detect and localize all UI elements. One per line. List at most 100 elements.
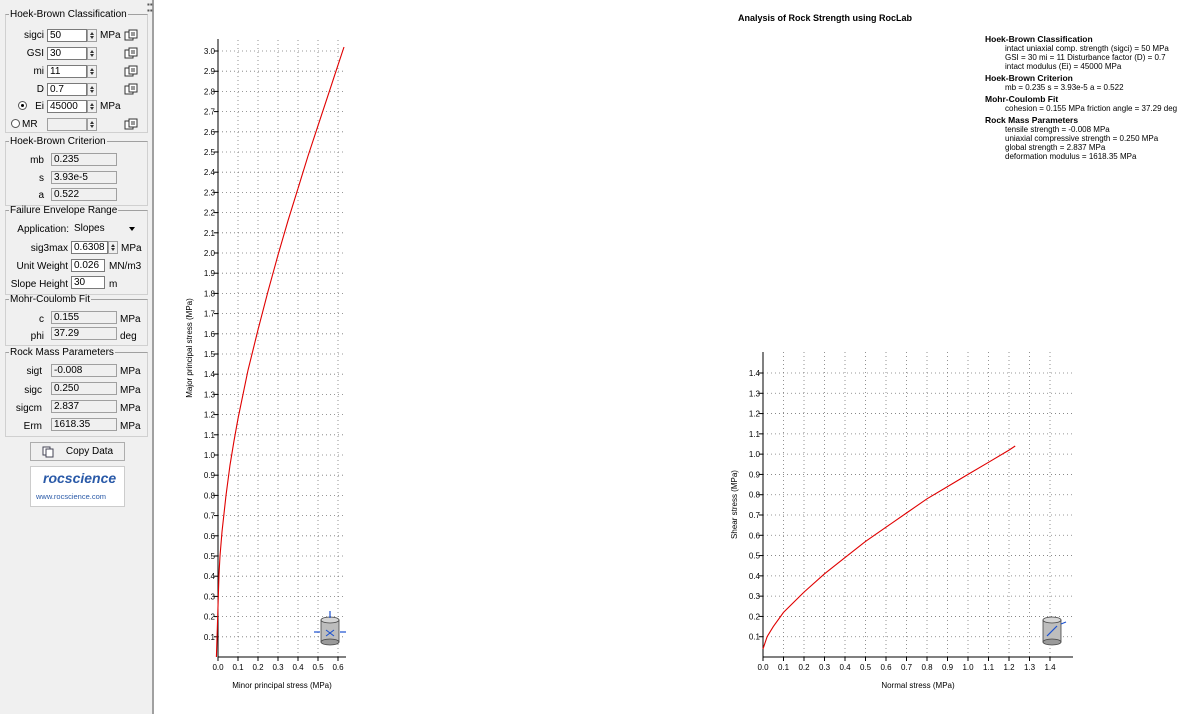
group-title: Failure Envelope Range (10, 205, 118, 216)
unit-weight-field[interactable]: 0.026 (71, 259, 105, 272)
sigcm-value: 2.837 (51, 400, 117, 413)
x-tick-label: 0.5 (312, 663, 324, 672)
y-tick-label: 1.9 (204, 269, 216, 278)
x-tick-label: 1.0 (962, 663, 974, 672)
envelope-line (215, 46, 345, 658)
mr-field[interactable] (47, 118, 87, 131)
ei-field[interactable]: 45000 (47, 100, 87, 113)
y-tick-label: 0.4 (749, 572, 761, 581)
summary-line: tensile strength = -0.008 MPa (1005, 125, 1110, 134)
y-tick-label: 1.8 (204, 289, 216, 298)
summary-line: global strength = 2.837 MPa (1005, 143, 1106, 152)
d-stepper[interactable] (87, 83, 97, 96)
x-tick-label: 0.3 (272, 663, 284, 672)
summary-line: deformation modulus = 1618.35 MPa (1005, 152, 1137, 161)
sigc-label: sigc (24, 385, 42, 396)
summary-line: cohesion = 0.155 MPa friction angle = 37… (1005, 104, 1178, 113)
application-label: Application: (17, 224, 69, 235)
gsi-field[interactable]: 30 (47, 47, 87, 60)
phi-label: phi (30, 331, 44, 342)
application-select[interactable]: Slopes (72, 222, 140, 236)
y-tick-label: 2.0 (204, 249, 216, 258)
mb-label: mb (30, 155, 44, 166)
logo-word: rocscience (43, 470, 116, 486)
y-axis-label: Shear stress (MPa) (730, 470, 739, 539)
mr-label: MR (22, 119, 38, 130)
cylinder-tau-icon (1042, 616, 1067, 646)
sig3max-field[interactable]: 0.6308 (71, 241, 108, 254)
x-tick-label: 0.2 (252, 663, 264, 672)
x-tick-label: 1.3 (1024, 663, 1036, 672)
y-tick-label: 1.1 (204, 431, 216, 440)
report-title: Analysis of Rock Strength using RocLab (738, 13, 913, 23)
c-unit: MPa (120, 314, 141, 325)
y-tick-label: 0.8 (204, 491, 216, 500)
x-tick-label: 1.1 (983, 663, 995, 672)
rock-mass-group: Rock Mass Parameters (5, 347, 148, 437)
d-field[interactable]: 0.7 (47, 83, 87, 96)
mi-label: mi (33, 66, 44, 77)
mr-stepper[interactable] (87, 118, 97, 131)
x-tick-label: 0.7 (901, 663, 913, 672)
y-tick-label: 0.9 (204, 471, 216, 480)
y-tick-label: 0.2 (749, 612, 761, 621)
sigt-unit: MPa (120, 366, 141, 377)
sigci-unit: MPa (100, 30, 121, 41)
summary-line: intact uniaxial comp. strength (sigci) =… (1005, 44, 1169, 53)
a-label: a (38, 190, 44, 201)
x-tick-label: 0.6 (880, 663, 892, 672)
mi-calculator-icon[interactable] (124, 65, 138, 77)
y-tick-label: 0.5 (749, 552, 761, 561)
mr-calculator-icon[interactable] (124, 118, 138, 130)
sigc-unit: MPa (120, 385, 141, 396)
gsi-calculator-icon[interactable] (124, 47, 138, 59)
sigcm-unit: MPa (120, 403, 141, 414)
erm-unit: MPa (120, 421, 141, 432)
sigt-value: -0.008 (51, 364, 117, 377)
x-axis-label: Normal stress (MPa) (881, 681, 955, 690)
left-panel: ▪▪ ▪▪ Hoek-Brown Classification sigci 50 … (0, 0, 154, 714)
rocscience-logo-graphic: rocscience www.rocscience.com (35, 470, 116, 501)
y-tick-label: 0.3 (749, 592, 761, 601)
summary-line: GSI = 30 mi = 11 Disturbance factor (D) … (1005, 53, 1166, 62)
sigci-stepper[interactable] (87, 29, 97, 42)
c-value: 0.155 (51, 311, 117, 324)
d-calculator-icon[interactable] (124, 83, 138, 95)
chart-2: 0.0 0.1 0.2 0.3 0.4 0.5 0.6 0.7 0.8 0.9 1.0 1.1 1.2 1… (730, 352, 1073, 690)
mi-stepper[interactable] (87, 65, 97, 78)
x-tick-label: 0.4 (292, 663, 304, 672)
gsi-stepper[interactable] (87, 47, 97, 60)
x-tick-label: 1.4 (1044, 663, 1056, 672)
gsi-label: GSI (26, 48, 44, 59)
ei-radio[interactable] (18, 101, 27, 110)
mr-radio[interactable] (11, 119, 20, 128)
cylinder-bottom (1042, 638, 1062, 646)
ei-label: Ei (35, 101, 44, 112)
y-tick-label: 2.7 (204, 108, 216, 117)
rocscience-logo[interactable]: rocscience www.rocscience.com (30, 466, 125, 507)
y-tick-label: 0.6 (749, 531, 761, 540)
sig3max-stepper[interactable] (108, 241, 118, 254)
mi-field[interactable]: 11 (47, 65, 87, 78)
s-label: s (39, 173, 44, 184)
copy-data-button[interactable]: Copy Data (30, 442, 125, 461)
slope-height-field[interactable]: 30 (71, 276, 105, 289)
y-tick-label: 0.3 (204, 592, 216, 601)
y-tick-label: 1.4 (204, 370, 216, 379)
copy-icon (42, 446, 54, 457)
y-tick-label: 1.6 (204, 330, 216, 339)
y-tick-label: 2.4 (204, 168, 216, 177)
ei-stepper[interactable] (87, 100, 97, 113)
x-tick-label: 0.2 (798, 663, 810, 672)
x-tick-label: 0.8 (921, 663, 933, 672)
y-tick-label: 0.7 (749, 511, 761, 520)
y-tick-label: 1.2 (749, 410, 761, 419)
x-axis-label: Minor principal stress (MPa) (232, 681, 332, 690)
sigci-calculator-icon[interactable] (124, 29, 138, 41)
report-summary: Hoek-Brown Classification intact uniaxia… (985, 32, 1193, 162)
panel-grip-icon[interactable]: ▪▪ ▪▪ (147, 0, 153, 15)
y-tick-label: 2.2 (204, 209, 216, 218)
application-value: Slopes (74, 223, 105, 234)
y-tick-label: 1.4 (749, 369, 761, 378)
sigci-field[interactable]: 50 (47, 29, 87, 42)
